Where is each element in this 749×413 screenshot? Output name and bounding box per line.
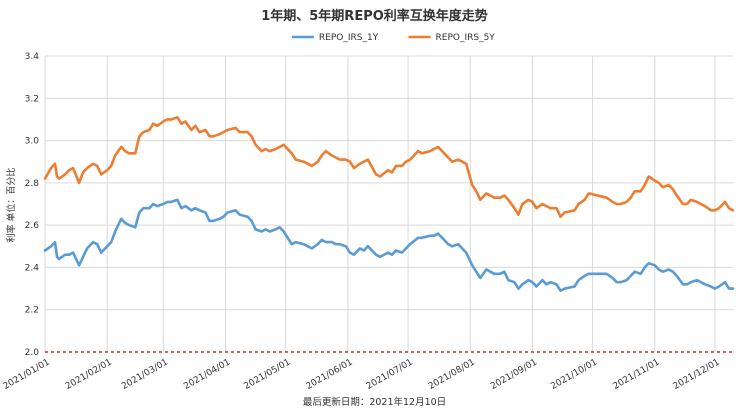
- legend-label: REPO_IRS_5Y: [436, 33, 496, 43]
- y-axis: 2.0 2.2 2.4 2.6 2.8 3.0 3.2 3.4: [25, 52, 40, 358]
- y-tick-label: 3.0: [25, 137, 40, 147]
- series-line-repo-irs-5y: [43, 116, 735, 218]
- y-tick-label: 3.2: [25, 94, 39, 104]
- y-axis-title: 利率 单位：百分比: [5, 168, 17, 243]
- y-tick-label: 2.8: [25, 179, 40, 189]
- y-tick-label: 2.4: [25, 263, 40, 273]
- footnote: 最后更新日期：2021年12月10日: [303, 396, 446, 408]
- plot-area: [43, 116, 735, 353]
- legend-label: REPO_IRS_1Y: [319, 33, 379, 43]
- y-tick-label: 2.2: [25, 306, 39, 316]
- grid: [44, 55, 733, 352]
- y-tick-label: 2.6: [25, 221, 40, 231]
- chart-title: 1年期、5年期REPO利率互换年度走势: [261, 8, 488, 24]
- y-tick-label: 3.4: [25, 52, 40, 62]
- series-line-repo-irs-1y: [43, 198, 735, 292]
- legend-item: REPO_IRS_5Y: [408, 33, 496, 43]
- legend-item: REPO_IRS_1Y: [291, 33, 379, 43]
- y-tick-label: 2.0: [25, 348, 40, 358]
- legend: REPO_IRS_1Y REPO_IRS_5Y: [291, 33, 496, 43]
